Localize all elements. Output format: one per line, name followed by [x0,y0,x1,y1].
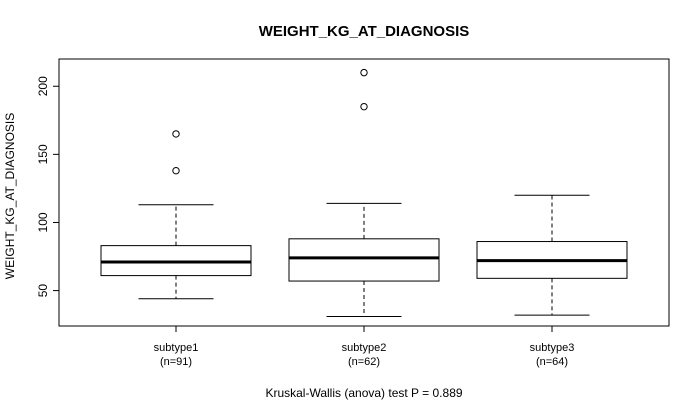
y-axis-label: WEIGHT_KG_AT_DIAGNOSIS [3,113,17,279]
y-tick-label: 200 [36,76,50,96]
box-subtype1 [100,130,252,300]
y-tick-label: 100 [36,212,50,232]
outlier-point [172,167,180,175]
x-category-count: (n=62) [348,356,380,368]
x-category-label: subtype2 [342,342,387,354]
box-subtype3 [476,194,628,316]
y-tick-label: 150 [36,144,50,164]
outlier-point [360,102,368,111]
test-result-footer: Kruskal-Wallis (anova) test P = 0.889 [265,386,462,400]
outlier-point [360,68,368,77]
outlier-point [172,130,180,138]
plot-frame [58,58,670,327]
x-category-count: (n=91) [160,356,192,368]
x-category-count: (n=64) [536,356,568,368]
x-category-label: subtype3 [530,342,575,354]
x-category-label: subtype1 [154,342,199,354]
chart-title: WEIGHT_KG_AT_DIAGNOSIS [259,23,470,40]
x-axis-labels: subtype1 (n=91) subtype2 (n=62) subtype3 (n=6… [154,326,575,368]
y-tick-label: 50 [36,284,50,298]
box-subtype2 [288,68,440,317]
y-axis: 50 100 150 200 [36,76,59,297]
boxes [100,68,628,317]
iqr-box [288,238,440,282]
